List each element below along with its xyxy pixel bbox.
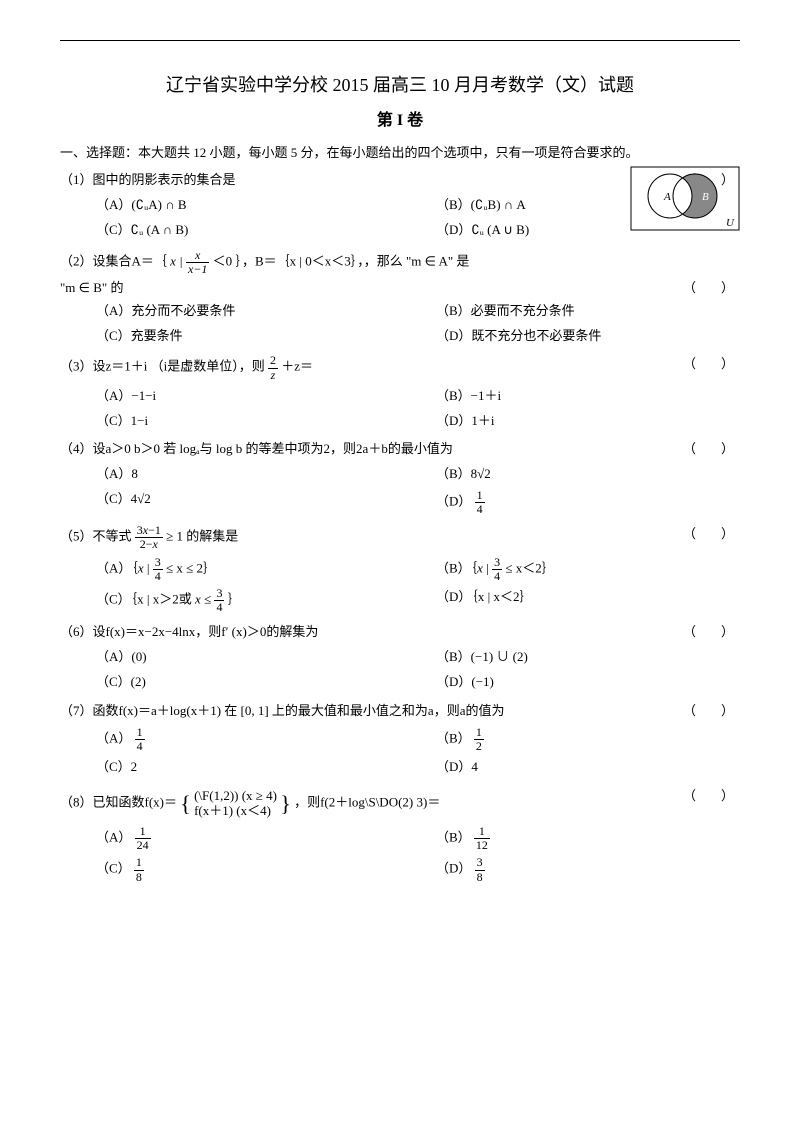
exam-title: 辽宁省实验中学分校 2015 届高三 10 月月考数学（文）试题: [60, 71, 740, 100]
q8-opt-d: （D） 38: [400, 854, 740, 885]
q7-opt-d: （D）4: [400, 755, 740, 780]
answer-paren: （ ）: [683, 278, 740, 299]
q3-opt-c: （C）1−i: [60, 409, 400, 434]
q4-opt-c: （C）4√2: [60, 487, 400, 518]
q4-opt-b: （B）8√2: [400, 462, 740, 487]
section-instructions: 一、选择题：本大题共 12 小题，每小题 5 分，在每小题给出的四个选项中，只有…: [60, 143, 740, 164]
q8-piece1: (\F(1,2)) (x ≥ 4): [194, 788, 277, 804]
q1-stem: （1）图中的阴影表示的集合是: [60, 172, 236, 187]
q2-opt-c: （C）充要条件: [60, 324, 400, 349]
q4-stem: （4）设a＞0 b＞0 若 logₐ与 log b 的等差中项为2，则2a＋b的…: [60, 441, 453, 456]
question-2: （2）设集合A＝｛ x | xx−1 ＜0 ｝，B＝｛x | 0＜x＜3｝，，那…: [60, 249, 740, 349]
q8-stem-b: ，则f(2＋log\S\DO(2) 3)＝: [294, 794, 440, 809]
q3-opt-d: （D）1＋i: [400, 409, 740, 434]
question-3: （3）设z＝1＋i （i是虚数单位），则 2z ＋z＝ （ ） （A）−1−i …: [60, 354, 740, 433]
q6-stem: （6）设f(x)＝x−2x−4lnx，则f′ (x)＞0的解集为: [60, 624, 318, 639]
q6-opt-a: （A）(0): [60, 645, 400, 670]
q8-opt-a: （A） 124: [60, 823, 400, 854]
q5-stem-b: ≥ 1: [166, 529, 183, 544]
q7-opt-a: （A） 14: [60, 724, 400, 755]
q2-stem-c: "m ∈ B" 的: [60, 280, 123, 295]
answer-paren: （ ）: [683, 439, 740, 460]
q2-fraction: xx−1: [186, 249, 209, 276]
q5-stem-c: 的解集是: [186, 529, 238, 544]
q8-opt-b: （B） 112: [400, 823, 740, 854]
answer-paren: （ ）: [683, 622, 740, 643]
q7-opt-c: （C）2: [60, 755, 400, 780]
page-top-rule: [60, 40, 740, 41]
q2-stem-a: （2）设集合A＝｛: [60, 253, 167, 268]
question-1: （1）图中的阴影表示的集合是 （ ） A B U （A）(∁ᵤA) ∩ B （B…: [60, 170, 740, 242]
svg-text:A: A: [663, 191, 671, 203]
q2-opt-a: （A）充分而不必要条件: [60, 299, 400, 324]
q4-opt-d: （D） 14: [400, 487, 740, 518]
q2-stem-b: ｝，B＝｛x | 0＜x＜3｝，，那么 "m ∈ A" 是: [235, 253, 469, 268]
question-6: （6）设f(x)＝x−2x−4lnx，则f′ (x)＞0的解集为 （ ） （A）…: [60, 622, 740, 694]
q3-opt-b: （B）−1＋i: [400, 384, 740, 409]
answer-paren: （ ）: [683, 701, 740, 722]
q1-opt-a: （A）(∁ᵤA) ∩ B: [60, 193, 400, 218]
q3-stem-a: （3）设z＝1＋i （i是虚数单位），则: [60, 359, 265, 374]
q5-opt-b: （B）｛x | 34 ≤ x＜2｝: [400, 554, 740, 585]
q8-opt-c: （C） 18: [60, 854, 400, 885]
answer-paren: （ ）: [683, 524, 740, 545]
svg-text:B: B: [702, 191, 709, 203]
answer-paren: （ ）: [683, 354, 740, 375]
question-7: （7）函数f(x)＝a＋log(x＋1) 在 [0, 1] 上的最大值和最小值之…: [60, 701, 740, 780]
part-title: 第 I 卷: [60, 108, 740, 134]
q1-opt-c: （C）∁ᵤ (A ∩ B): [60, 218, 400, 243]
q5-opt-c: （C）｛x | x＞2或 x ≤ 34 ｝: [60, 585, 400, 616]
q5-stem-a: （5）不等式: [60, 529, 132, 544]
q7-stem: （7）函数f(x)＝a＋log(x＋1) 在 [0, 1] 上的最大值和最小值之…: [60, 703, 504, 718]
question-4: （4）设a＞0 b＞0 若 logₐ与 log b 的等差中项为2，则2a＋b的…: [60, 439, 740, 518]
q6-opt-d: （D）(−1): [400, 670, 740, 695]
q8-stem-a: （8）已知函数f(x)＝: [60, 794, 177, 809]
q3-stem-b: ＋z＝: [281, 359, 313, 374]
question-8: （8）已知函数f(x)＝ { (\F(1,2)) (x ≥ 4) f(x＋1) …: [60, 786, 740, 886]
answer-paren: （ ）: [683, 786, 740, 807]
q5-opt-a: （A）｛x | 34 ≤ x ≤ 2｝: [60, 554, 400, 585]
q4-opt-a: （A）8: [60, 462, 400, 487]
q8-piece2: f(x＋1) (x＜4): [194, 803, 277, 819]
q6-opt-c: （C）(2): [60, 670, 400, 695]
q5-fraction: 3x−12−x: [135, 524, 163, 551]
q3-fraction: 2z: [268, 354, 278, 381]
question-5: （5）不等式 3x−12−x ≥ 1 的解集是 （ ） （A）｛x | 34 ≤…: [60, 524, 740, 616]
q5-opt-d: （D）｛x | x＜2｝: [400, 585, 740, 616]
q3-opt-a: （A）−1−i: [60, 384, 400, 409]
q2-opt-d: （D）既不充分也不必要条件: [400, 324, 740, 349]
venn-diagram: A B U: [630, 166, 740, 236]
svg-text:U: U: [726, 217, 735, 229]
q2-opt-b: （B）必要而不充分条件: [400, 299, 740, 324]
q6-opt-b: （B）(−1) ∪ (2): [400, 645, 740, 670]
q7-opt-b: （B） 12: [400, 724, 740, 755]
